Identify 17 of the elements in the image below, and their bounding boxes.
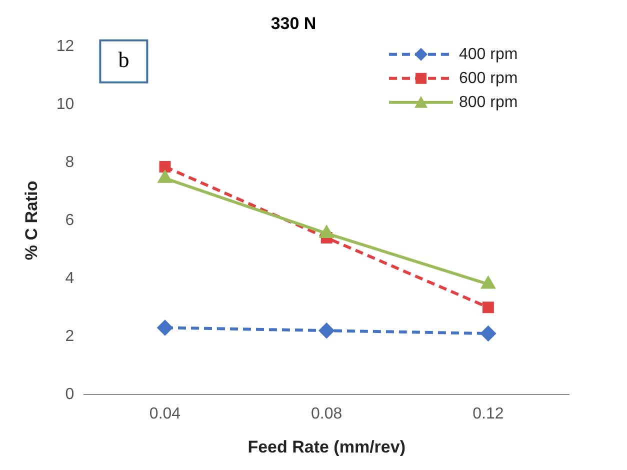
y-tick-label: 10 <box>56 96 74 113</box>
chart-title: 330 N <box>270 14 316 33</box>
x-tick-label: 0.08 <box>311 405 342 422</box>
y-axis-title: % C Ratio <box>22 180 41 260</box>
y-tick-label: 0 <box>65 386 74 403</box>
x-tick-label: 0.04 <box>149 405 181 422</box>
y-tick-label: 2 <box>65 328 74 345</box>
legend-label: 600 rpm <box>459 70 518 87</box>
annotation: b <box>118 47 130 72</box>
x-tick-label: 0.12 <box>472 405 504 422</box>
x-axis-title: Feed Rate (mm/rev) <box>248 437 406 456</box>
legend-label: 400 rpm <box>459 46 518 63</box>
y-tick-label: 8 <box>65 154 74 171</box>
y-tick-label: 4 <box>65 270 74 287</box>
y-tick-label: 12 <box>56 38 74 55</box>
y-tick-label: 6 <box>65 212 74 229</box>
legend-label: 800 rpm <box>459 94 518 111</box>
